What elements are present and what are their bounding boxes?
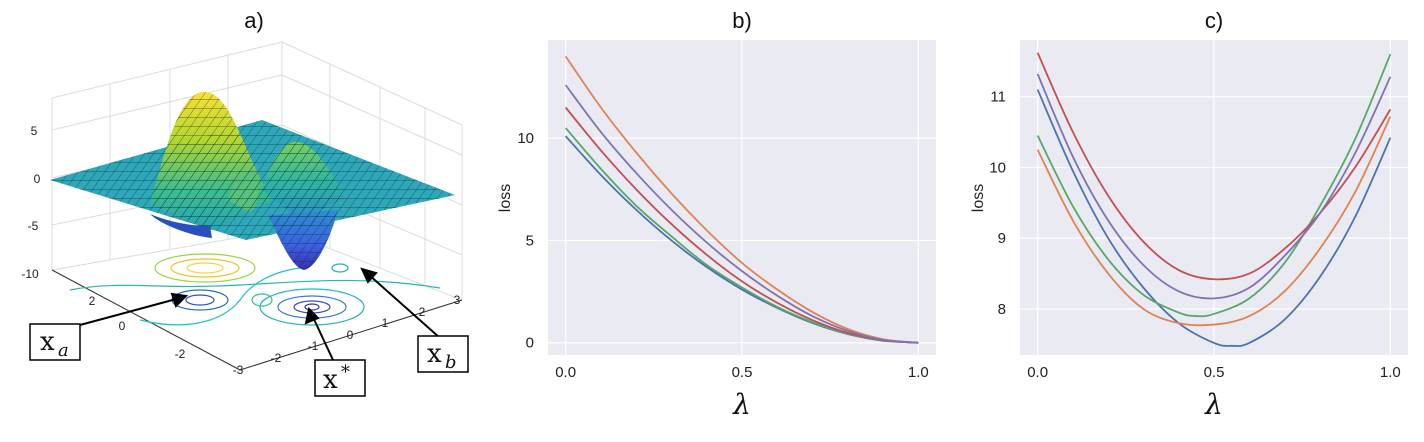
floor-contours [69, 253, 441, 326]
x-tick-label: 2 [419, 305, 426, 319]
y-tick-label: 0 [526, 335, 534, 352]
series-line [1036, 116, 1392, 327]
x-tick-label: 0.0 [555, 364, 576, 381]
series-line [1036, 53, 1392, 318]
x-tick-label: 3 [454, 293, 461, 307]
series-line [564, 55, 919, 344]
y-axis-label-b: loss [497, 184, 514, 212]
y-axis-label-c: loss [970, 184, 987, 212]
label-x-b-main: x [427, 339, 442, 369]
y-tick-label: 11 [990, 89, 1006, 106]
label-x-a-main: x [40, 327, 55, 357]
y-tick-label: 2 [89, 294, 96, 308]
series-line [1036, 73, 1392, 300]
x-tick-label: 1.0 [1380, 364, 1401, 381]
panel-a: a) [21, 8, 469, 397]
label-x-b: x b [417, 335, 469, 373]
z-tick-label: 0 [34, 172, 41, 186]
panel-b-title: b) [732, 8, 752, 33]
panel-c: c) 0.0 0.5 1.0 8 9 10 11 loss λ [970, 8, 1408, 421]
y-tick-label: -2 [175, 347, 186, 361]
x-tick-label: 0.5 [732, 364, 753, 381]
x-axis-label-b: λ [732, 388, 751, 421]
y-tick-labels: 2 0 -2 [89, 294, 186, 361]
series-line [564, 106, 919, 344]
z-tick-labels: 5 0 -5 -10 [21, 124, 40, 281]
x-tick-label: -1 [308, 339, 319, 353]
x-tick-label: -2 [271, 351, 282, 365]
x-tick-label: 0.0 [1027, 364, 1048, 381]
x-axis-label-c: λ [1204, 388, 1223, 421]
series-line [564, 84, 919, 344]
x-tick-label: 1.0 [908, 364, 929, 381]
series-line [1036, 52, 1392, 281]
y-tick-label: 10 [517, 130, 534, 147]
y-tick-label: 0 [119, 319, 126, 333]
x-tick-label: 0 [347, 328, 354, 342]
label-x-a: x a [29, 323, 81, 361]
z-tick-label: -5 [28, 219, 39, 233]
label-x-a-sub: a [58, 340, 69, 361]
z-tick-label: 5 [31, 124, 38, 138]
y-tick-label: 8 [998, 301, 1006, 318]
z-tick-label: -10 [21, 267, 39, 281]
y-tick-label: 5 [526, 232, 534, 249]
x-tick-label: 0.5 [1204, 364, 1225, 381]
label-x-star-main: x [323, 365, 338, 395]
y-tick-label: 10 [989, 159, 1006, 176]
label-x-star: x * [314, 359, 366, 397]
x-tick-labels: -3 -2 -1 0 1 2 3 [233, 293, 461, 377]
annotation-arrows [79, 267, 441, 361]
label-x-star-sup: * [341, 362, 350, 383]
x-tick-label: -3 [233, 363, 244, 377]
panel-c-title: c) [1205, 8, 1223, 33]
series-line [1036, 89, 1392, 347]
panel-b: b) 0.0 0.5 1.0 0 5 10 loss λ [497, 8, 936, 421]
surface-3d [50, 91, 455, 270]
panel-a-title: a) [244, 8, 264, 33]
x-tick-label: 1 [382, 316, 389, 330]
label-x-b-sub: b [445, 352, 457, 373]
y-tick-label: 9 [998, 230, 1006, 247]
